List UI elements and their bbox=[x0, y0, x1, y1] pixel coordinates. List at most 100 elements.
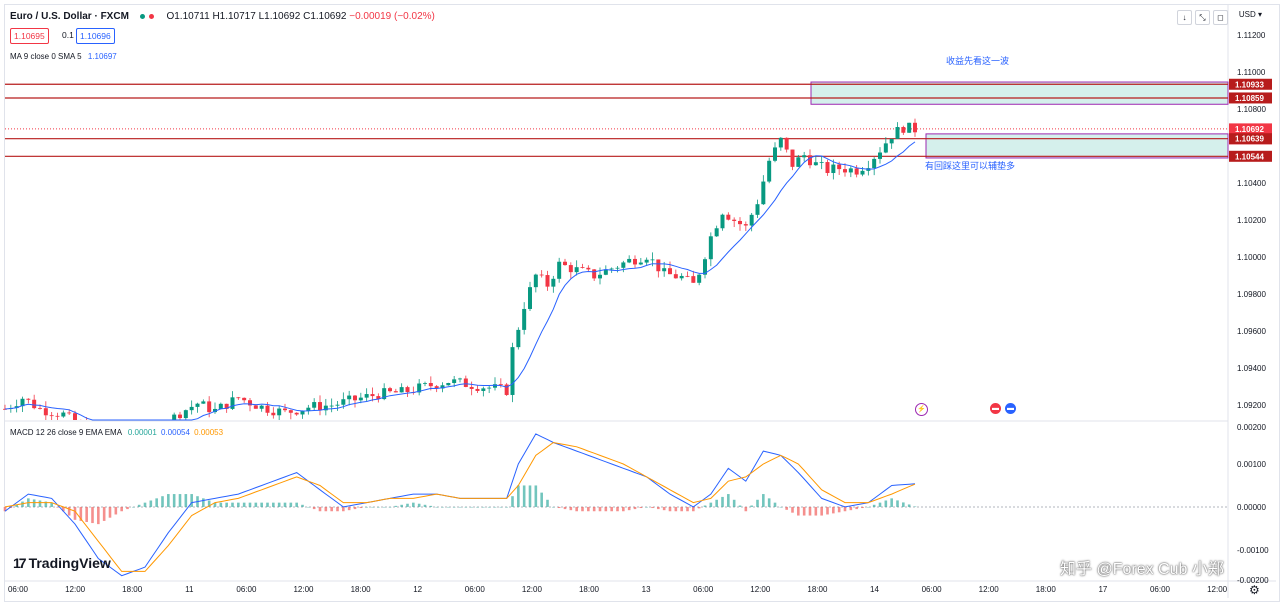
price-tick-label: 1.09200 bbox=[1237, 401, 1266, 410]
currency-selector[interactable]: USD ▾ bbox=[1239, 10, 1262, 19]
macd-histogram-bar bbox=[668, 506, 672, 512]
collapse-button[interactable]: ↓ bbox=[1177, 10, 1192, 25]
price-tick-label: 1.10000 bbox=[1237, 253, 1266, 262]
candle-body bbox=[586, 267, 591, 270]
candle-body bbox=[743, 224, 748, 226]
macd-histogram-bar bbox=[534, 485, 538, 507]
us-flag-icon[interactable]: ▬ bbox=[990, 403, 1001, 414]
time-tick-label: 11 bbox=[185, 585, 194, 594]
macd-histogram-bar bbox=[610, 506, 613, 512]
candle-body bbox=[843, 169, 847, 173]
macd-histogram-bar bbox=[184, 494, 188, 507]
candle-body bbox=[755, 204, 760, 215]
symbol-title[interactable]: Euro / U.S. Dollar · FXCM bbox=[10, 11, 129, 23]
macd-histogram-bar bbox=[301, 504, 304, 507]
sell-button[interactable]: 1.10695 bbox=[10, 28, 49, 44]
candle-body bbox=[714, 228, 719, 237]
candle-body bbox=[183, 410, 188, 419]
macd-histogram-bar bbox=[295, 502, 298, 507]
ohlc-change: −0.00019 (−0.02%) bbox=[349, 11, 435, 23]
gear-icon[interactable]: ⚙ bbox=[1249, 583, 1260, 597]
lightning-icon[interactable]: ⚡ bbox=[915, 403, 928, 416]
macd-histogram-bar bbox=[913, 506, 917, 508]
macd-histogram-bar bbox=[62, 506, 65, 512]
candle-body bbox=[498, 384, 503, 386]
macd-label: MACD 12 26 close 9 EMA EMA bbox=[10, 428, 122, 437]
macd-histogram-bar bbox=[231, 502, 234, 507]
candle-body bbox=[872, 158, 877, 169]
macd-histogram-bar bbox=[715, 499, 718, 507]
tradingview-logo[interactable]: 17 TradingView bbox=[13, 555, 111, 571]
candle-body bbox=[178, 414, 182, 419]
macd-histogram-bar bbox=[569, 506, 573, 511]
candle-body bbox=[802, 155, 807, 158]
buy-button[interactable]: 1.10696 bbox=[76, 28, 115, 44]
us-flag-icon[interactable]: ▬ bbox=[1005, 403, 1016, 414]
macd-histogram-bar bbox=[423, 504, 427, 507]
macd-histogram-bar bbox=[703, 505, 707, 507]
candle-body bbox=[638, 262, 643, 265]
macd-histogram-bar bbox=[237, 502, 240, 507]
macd-histogram-bar bbox=[56, 506, 59, 508]
macd-histogram-bar bbox=[44, 501, 48, 507]
candle-body bbox=[294, 412, 299, 415]
time-tick-label: 06:00 bbox=[693, 585, 714, 594]
candle-body bbox=[516, 329, 521, 348]
macd-histogram-bar bbox=[132, 506, 135, 508]
candle-body bbox=[545, 275, 550, 287]
candle-body bbox=[353, 395, 357, 401]
ohlc-high: H1.10717 bbox=[212, 11, 256, 23]
candle-body bbox=[201, 401, 206, 404]
candle-body bbox=[528, 287, 532, 309]
price-axis-label: 1.10933 bbox=[1235, 80, 1264, 89]
time-tick-label: 18:00 bbox=[579, 585, 600, 594]
macd-histogram-bar bbox=[540, 492, 543, 507]
macd-histogram-bar bbox=[738, 505, 742, 507]
candle-body bbox=[813, 162, 818, 166]
macd-histogram-bar bbox=[406, 503, 409, 507]
macd-histogram-bar bbox=[126, 506, 129, 510]
macd-histogram-bar bbox=[97, 506, 100, 525]
fullscreen-button[interactable]: ⤡ bbox=[1195, 10, 1210, 25]
candle-body bbox=[329, 405, 334, 407]
macd-histogram-bar bbox=[172, 494, 176, 507]
macd-histogram-bar bbox=[417, 503, 421, 507]
macd-legend[interactable]: MACD 12 26 close 9 EMA EMA 0.00001 0.000… bbox=[10, 428, 223, 437]
lower-zone-annotation[interactable]: 有回踩这里可以辅垫多 bbox=[925, 161, 1016, 171]
candle-body bbox=[510, 347, 515, 395]
macd-line bbox=[4, 433, 916, 577]
price-axis-label: 1.10639 bbox=[1235, 135, 1264, 144]
candle-body bbox=[481, 388, 486, 391]
macd-histogram-bar bbox=[505, 506, 508, 508]
macd-histogram-bar bbox=[662, 506, 666, 511]
candle-body bbox=[697, 274, 702, 283]
candle-body bbox=[43, 408, 48, 416]
screenshot-button[interactable]: ◻ bbox=[1213, 10, 1228, 25]
macd-histogram-bar bbox=[470, 506, 473, 508]
macd-histogram-bar bbox=[353, 506, 357, 510]
macd-histogram-bar bbox=[493, 506, 497, 508]
macd-histogram-bar bbox=[575, 506, 578, 512]
macd-histogram-bar bbox=[324, 506, 328, 512]
candle-body bbox=[691, 276, 696, 283]
candle-body bbox=[440, 385, 445, 389]
macd-histogram-bar bbox=[32, 499, 36, 507]
candle-body bbox=[656, 259, 661, 272]
candle-body bbox=[230, 397, 235, 409]
candle-body bbox=[388, 388, 392, 392]
ma-legend[interactable]: MA 9 close 0 SMA 5 1.10697 bbox=[10, 52, 117, 61]
upper-zone-annotation[interactable]: 收益先看这一波 bbox=[946, 56, 1010, 66]
price-axis-label-bg bbox=[1229, 92, 1272, 104]
macd-histogram-bar bbox=[843, 506, 847, 512]
candle-body bbox=[703, 259, 707, 275]
ma-value: 1.10697 bbox=[87, 52, 117, 61]
candle-body bbox=[621, 262, 626, 268]
time-tick-label: 17 bbox=[1098, 585, 1107, 594]
candle-body bbox=[662, 268, 667, 272]
macd-histogram-bar bbox=[616, 506, 619, 512]
macd-histogram-bar bbox=[872, 504, 876, 507]
candle-body bbox=[446, 382, 451, 386]
macd-histogram-bar bbox=[330, 506, 333, 512]
macd-histogram-bar bbox=[260, 502, 263, 507]
